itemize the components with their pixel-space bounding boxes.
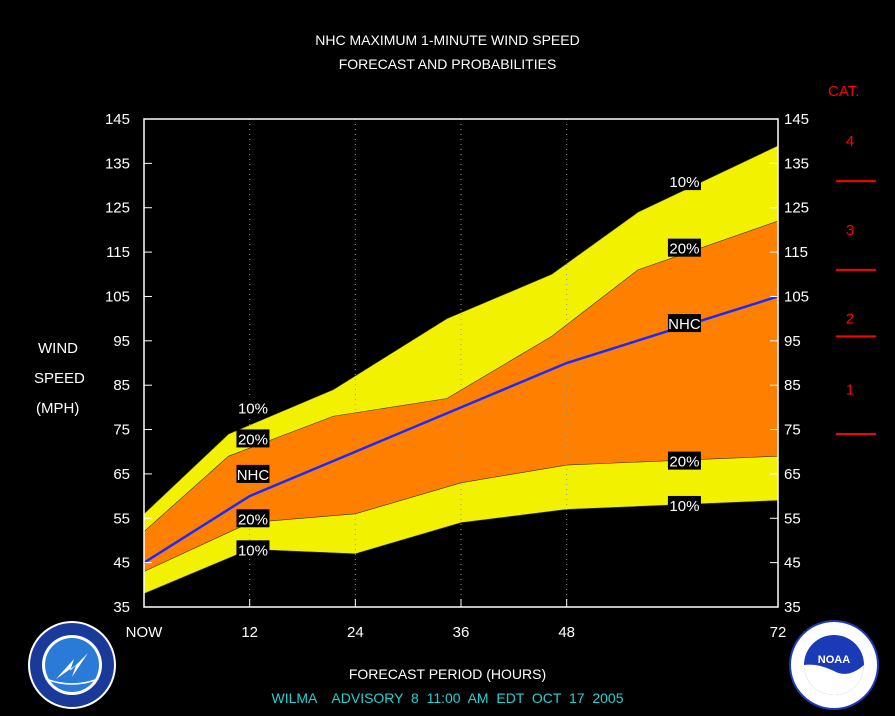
y-tick-label-right-35: 35 [784, 599, 801, 616]
y-tick-label-right-85: 85 [784, 377, 801, 394]
category-label-3: 3 [846, 222, 854, 239]
advisory-footer: WILMA ADVISORY 8 11:00 AM EDT OCT 17 200… [271, 690, 624, 706]
y-tick-label-left-75: 75 [113, 422, 130, 439]
y-tick-label-right-125: 125 [784, 200, 809, 217]
y-tick-label-left-55: 55 [113, 510, 130, 527]
ylabel-line-1: WIND [38, 340, 78, 357]
y-tick-label-left-135: 135 [105, 155, 130, 172]
y-tick-label-right-65: 65 [784, 466, 801, 483]
chart-subtitle: FORECAST AND PROBABILITIES [338, 56, 557, 72]
x-tick-label-24: 24 [347, 624, 364, 641]
y-tick-label-left-35: 35 [113, 599, 130, 616]
y-tick-label-left-95: 95 [113, 333, 130, 350]
band-edge-upper20 [143, 220, 779, 532]
band-label-6: 20% [669, 241, 699, 258]
y-tick-label-left-85: 85 [113, 377, 130, 394]
x-axis-label: FORECAST PERIOD (HOURS) [348, 666, 547, 682]
y-tick-label-left-125: 125 [105, 200, 130, 217]
y-tick-label-left-105: 105 [105, 288, 130, 305]
band-label-9: 10% [669, 498, 699, 515]
y-tick-label-right-75: 75 [784, 422, 801, 439]
band-edge-lower20 [143, 455, 779, 572]
x-tick-label-72: 72 [770, 624, 787, 641]
y-tick-label-right-115: 115 [784, 244, 808, 261]
category-label-2: 2 [846, 311, 854, 328]
x-tick-label-12: 12 [241, 624, 258, 641]
band-edge-lower10 [143, 500, 779, 594]
y-tick-label-right-95: 95 [784, 333, 801, 350]
band-label-box-4 [236, 540, 270, 559]
y-tick-label-left-145: 145 [105, 111, 130, 128]
y-tick-label-left-65: 65 [113, 466, 130, 483]
band-label-1: 20% [238, 431, 268, 448]
y-tick-label-right-145: 145 [784, 111, 809, 128]
band-edge-upper10 [143, 145, 779, 515]
band-label-4: 10% [238, 542, 268, 559]
y-tick-label-right-45: 45 [784, 555, 801, 572]
noaa-logo-text: NOAA [818, 654, 850, 666]
band-label-box-7 [667, 314, 701, 333]
y-tick-label-left-45: 45 [113, 555, 130, 572]
noaa-logo: NOAA [789, 620, 879, 710]
band-label-box-6 [667, 238, 701, 257]
x-tick-label-NOW: NOW [126, 624, 164, 641]
nws-logo [28, 621, 116, 709]
y-tick-label-right-105: 105 [784, 288, 809, 305]
band-label-box-2 [236, 464, 270, 483]
x-tick-label-48: 48 [558, 624, 575, 641]
band-label-box-3 [236, 509, 270, 528]
band-label-0: 10% [238, 400, 268, 417]
band-label-7: NHC [668, 316, 701, 333]
y-tick-label-right-55: 55 [784, 510, 801, 527]
band-label-box-0 [236, 398, 270, 417]
x-tick-label-36: 36 [453, 624, 470, 641]
category-label-1: 1 [846, 382, 854, 399]
ylabel-line-3: (MPH) [36, 400, 80, 417]
y-tick-label-right-135: 135 [784, 155, 809, 172]
band-label-box-5 [667, 172, 701, 191]
y-tick-label-left-115: 115 [106, 244, 130, 261]
category-label-4: 4 [846, 133, 854, 150]
nhc-forecast-line [143, 295, 779, 564]
band-20-percent [144, 221, 778, 572]
band-label-8: 20% [669, 454, 699, 471]
band-label-box-8 [667, 451, 701, 470]
chart-title: NHC MAXIMUM 1-MINUTE WIND SPEED [315, 32, 580, 48]
band-label-3: 20% [238, 511, 268, 528]
band-label-box-1 [236, 429, 270, 448]
band-label-5: 10% [669, 174, 699, 191]
ylabel-line-2: SPEED [34, 370, 85, 387]
category-header: CAT. [828, 83, 860, 100]
band-label-box-9 [667, 495, 701, 514]
band-label-2: NHC [237, 467, 270, 484]
